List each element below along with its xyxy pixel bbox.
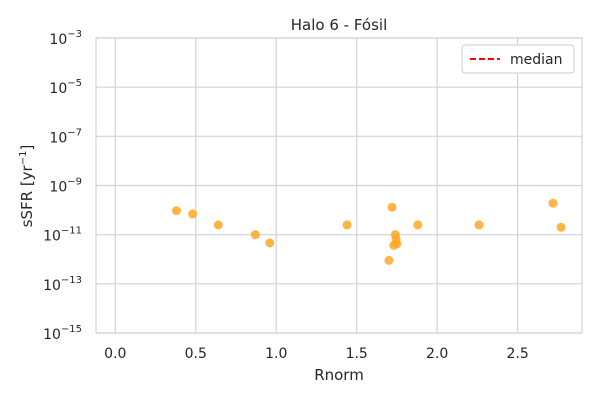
legend-median-label: median: [510, 52, 562, 68]
x-tick-label: 1.5: [346, 346, 368, 362]
x-tick-label: 1.0: [265, 346, 287, 362]
chart-title: Halo 6 - Fósil: [291, 16, 388, 34]
y-tick-label: 10−9: [49, 177, 82, 196]
y-tick-label: 10−13: [43, 275, 82, 294]
y-axis-ticks: 10−3 10−5 10−7 10−9 10−11 10−13 10−15: [43, 29, 82, 343]
scatter-point: [474, 220, 484, 230]
scatter-point: [171, 206, 181, 216]
legend: median: [461, 44, 575, 74]
y-tick-label: 10−11: [43, 226, 82, 245]
x-tick-label: 2.0: [426, 346, 448, 362]
scatter-point: [413, 220, 423, 230]
scatter-points: [171, 198, 566, 265]
scatter-point: [213, 220, 223, 230]
plot-frame: [95, 37, 583, 334]
x-tick-label: 0.5: [185, 346, 207, 362]
scatter-point: [556, 222, 566, 232]
scatter-point: [342, 220, 352, 230]
grid: [96, 37, 582, 334]
scatter-point: [250, 230, 260, 240]
y-axis-label-close: ]: [18, 145, 36, 151]
scatter-point: [265, 238, 275, 248]
y-tick-label: 10−5: [49, 78, 82, 97]
scatter-point: [384, 255, 394, 265]
x-tick-label: 2.5: [506, 346, 528, 362]
scatter-point: [188, 209, 198, 219]
x-axis-ticks: 0.0 0.5 1.0 1.5 2.0 2.5: [104, 346, 529, 362]
y-axis-label-exp: −1: [18, 151, 29, 166]
x-axis-label: Rnorm: [314, 366, 364, 384]
y-axis-label-base: sSFR [yr: [18, 164, 36, 227]
scatter-point: [548, 198, 558, 208]
y-tick-label: 10−15: [43, 324, 82, 343]
legend-box: [461, 44, 575, 74]
y-axis-label: sSFR [yr−1]: [18, 145, 36, 228]
scatter-point: [387, 202, 397, 212]
x-tick-label: 0.0: [104, 346, 126, 362]
y-tick-label: 10−3: [49, 29, 82, 48]
scatter-point: [392, 239, 402, 249]
y-tick-label: 10−7: [49, 127, 82, 146]
